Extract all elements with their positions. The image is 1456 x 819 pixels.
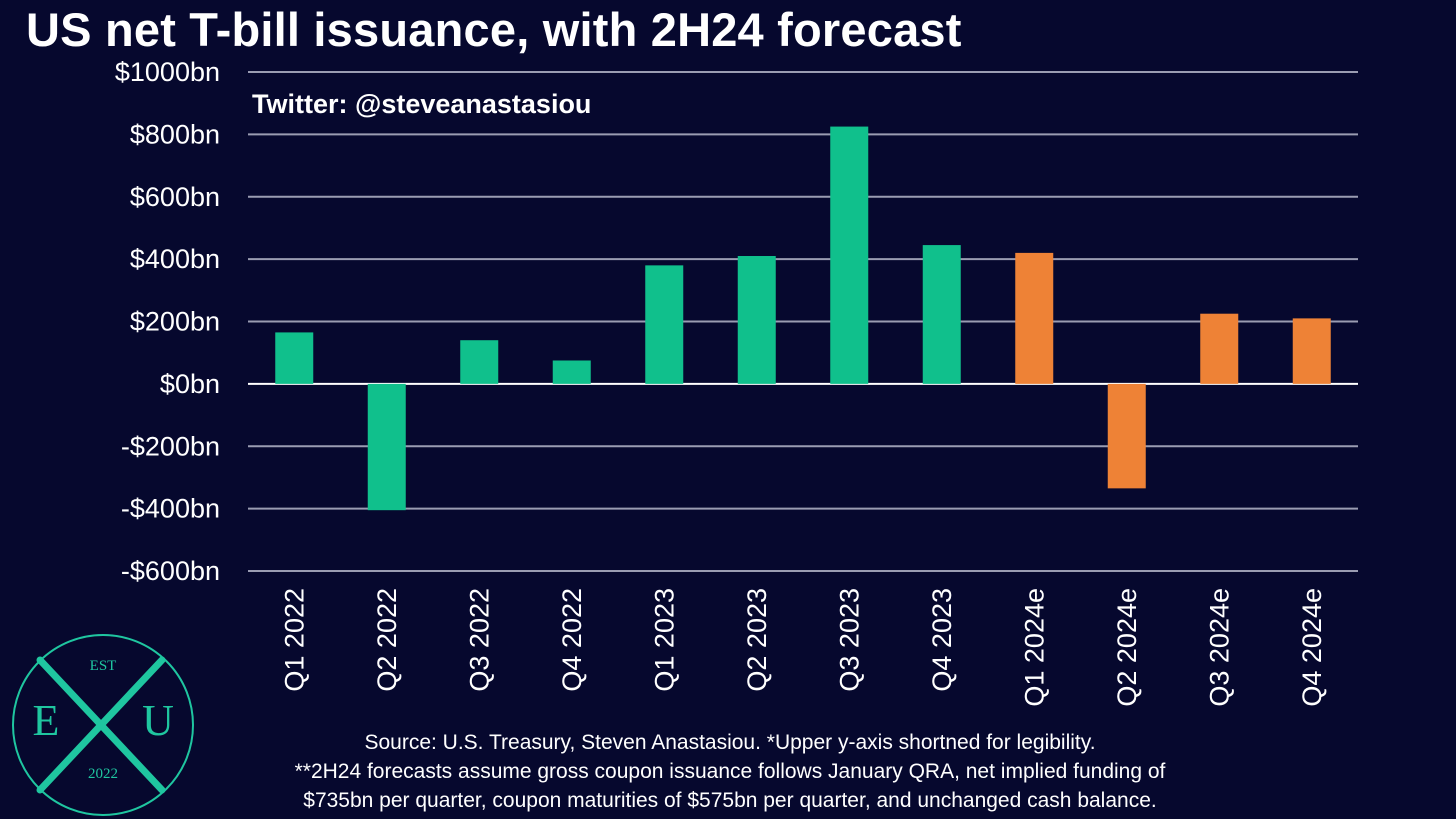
y-tick-label: $800bn	[130, 119, 220, 149]
page-title: US net T-bill issuance, with 2H24 foreca…	[26, 3, 962, 56]
gridlines	[248, 71, 1358, 572]
forecast-bar	[1015, 252, 1054, 384]
actual-bar	[367, 383, 406, 511]
forecast-bar	[1107, 383, 1146, 489]
x-tick-label: Q4 2024e	[1297, 588, 1327, 707]
x-tick-label: Q4 2022	[557, 588, 587, 692]
y-tick-label: $600bn	[130, 182, 220, 212]
x-tick-label: Q2 2024e	[1112, 588, 1142, 707]
bars	[275, 126, 1331, 511]
actual-bar	[922, 245, 961, 384]
svg-text:2022: 2022	[88, 766, 118, 782]
actual-bar	[830, 126, 869, 384]
y-tick-label: $200bn	[130, 307, 220, 337]
forecast-bar	[1292, 318, 1331, 384]
svg-text:U: U	[142, 696, 174, 745]
footnote-forecast-assumptions: **2H24 forecasts assume gross coupon iss…	[294, 760, 1166, 783]
x-tick-label: Q3 2024e	[1204, 588, 1234, 707]
forecast-bar	[1200, 313, 1239, 384]
footnote-forecast-assumptions-cont: $735bn per quarter, coupon maturities of…	[303, 789, 1157, 812]
actual-bar	[737, 256, 776, 384]
x-tick-label: Q2 2022	[372, 588, 402, 692]
actual-bar	[460, 340, 499, 384]
x-tick-label: Q1 2024e	[1019, 588, 1049, 707]
y-tick-label: $0bn	[160, 369, 220, 399]
x-tick-label: Q4 2023	[927, 588, 957, 692]
y-tick-label: $400bn	[130, 244, 220, 274]
y-tick-label: -$200bn	[121, 431, 220, 461]
x-tick-label: Q1 2023	[649, 588, 679, 692]
y-tick-label: -$400bn	[121, 494, 220, 524]
twitter-handle-watermark: Twitter: @steveanastasiou	[252, 89, 591, 119]
x-tick-label: Q3 2022	[464, 588, 494, 692]
y-tick-label: $1000bn	[115, 57, 220, 87]
x-tick-label: Q1 2022	[279, 588, 309, 692]
svg-text:EST: EST	[90, 658, 117, 674]
footnote-source: Source: U.S. Treasury, Steven Anastasiou…	[364, 731, 1096, 754]
exu-logo: EST E U 2022	[12, 634, 194, 816]
x-axis-tick-labels: Q1 2022 Q2 2022 Q3 2022 Q4 2022 Q1 2023 Q2 20…	[279, 588, 1327, 707]
actual-bar	[275, 332, 314, 384]
actual-bar	[552, 360, 591, 384]
actual-bar	[645, 265, 684, 384]
x-tick-label: Q3 2023	[834, 588, 864, 692]
y-axis-tick-labels: $1000bn $800bn $600bn $400bn $200bn $0bn -$200…	[115, 57, 220, 586]
y-tick-label: -$600bn	[121, 556, 220, 586]
x-tick-label: Q2 2023	[742, 588, 772, 692]
svg-text:E: E	[33, 696, 60, 745]
